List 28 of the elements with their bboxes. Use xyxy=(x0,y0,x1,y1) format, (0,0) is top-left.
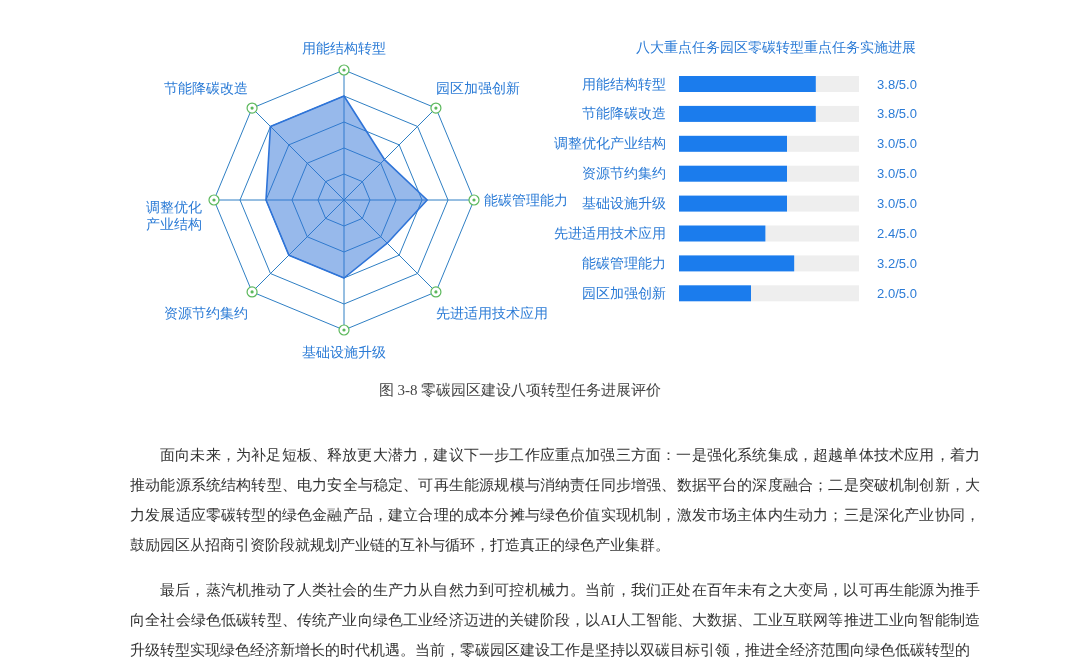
spoke-label: 资源节约集约 xyxy=(164,306,249,322)
spoke-label: 基础设施升级 xyxy=(302,344,386,360)
data-label: 2.4/5.0 xyxy=(877,226,917,241)
spoke-label: 节能降碳改造 xyxy=(164,80,249,96)
data-label: 3.0/5.0 xyxy=(877,166,917,182)
y-tick-label: 节能降碳改造 xyxy=(582,106,666,122)
data-label: 3.0/5.0 xyxy=(877,136,917,152)
y-tick-label: 园区加强创新 xyxy=(582,285,666,301)
y-tick-label: 调整优化产业结构 xyxy=(554,136,666,152)
y-tick-label: 基础设施升级 xyxy=(582,196,666,212)
y-tick-label: 资源节约集约 xyxy=(582,166,666,182)
data-label: 2.0/5.0 xyxy=(877,285,917,301)
spoke-label: 先进适用技术应用 xyxy=(435,306,548,322)
text: 面向未来，为补足短板、释放更大潜力，建议下一步工作应重点加强三方面：一是强化系统集成，超越单体技术应用，着力推动能源系统结构转型、电力安全与稳定、可再生能源规模与消纳责任同步增强、数据平台的深度融合；二是突破机制创新，大力发展适应零碳转型的绿色金融产品，建立合理的成本分摊与绿色价值实现机制，激发市场主体内生动力；三是深化产业协同，鼓励园区从招商引资阶段就规划产业链的互补与循环，打造真正的绿色产业集群。 xyxy=(130,446,980,555)
caption: 图 3-8 零碳园区建设八项转型任务进展评价 xyxy=(378,381,662,400)
text: 最后，蒸汽机推动了人类社会的生产力从自然力到可控机械力。当前，我们正处在百年未有之大变局，以可再生能源为推手向全社会绿色低碳转型、传统产业向绿色工业经济迈进的关键阶段，以AI人工智能、大数据、工业互联网等推进工业向智能制造升级转型实现绿色经济新增长的时代机遇。当前，零碳园区建设工作是坚持以双碳目标引领，推进全经济范围向绿色低碳转型的 xyxy=(130,581,980,660)
data-label: 3.0/5.0 xyxy=(877,196,917,212)
spoke-label: 能碳管理能力 xyxy=(484,192,568,208)
data-label: 3.2/5.0 xyxy=(877,255,917,271)
y-tick-label: 能碳管理能力 xyxy=(582,255,666,271)
spoke-label: 园区加强创新 xyxy=(435,80,520,96)
spoke-label: 用能结构转型 xyxy=(302,40,386,56)
y-tick-label: 用能结构转型 xyxy=(582,76,666,92)
chart-title: 八大重点任务园区零碳转型重点任务实施进展 xyxy=(636,39,916,55)
spoke-label: 调整优化产业结构 xyxy=(146,199,202,232)
data-label: 3.8/5.0 xyxy=(877,76,917,92)
y-tick-label: 先进适用技术应用 xyxy=(554,226,666,241)
data-label: 3.8/5.0 xyxy=(877,106,917,122)
